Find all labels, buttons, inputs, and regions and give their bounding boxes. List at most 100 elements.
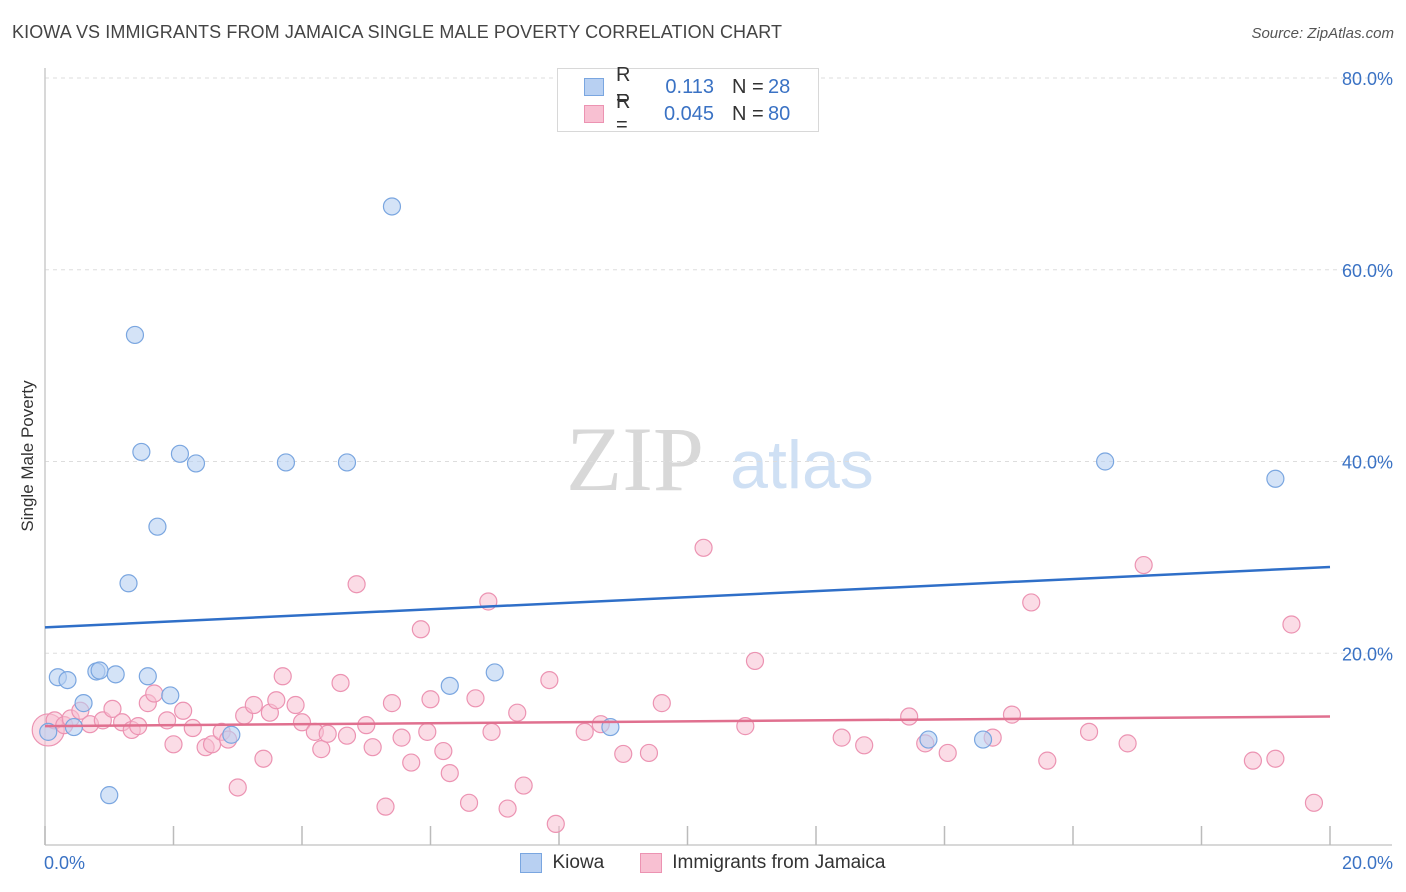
jamaica-point (440, 763, 459, 783)
jamaica-point (694, 538, 713, 557)
jamaica-point (540, 670, 559, 690)
jamaica-point (103, 699, 122, 718)
jamaica-point (376, 797, 395, 816)
kiowa-point (74, 694, 93, 713)
jamaica-point (402, 753, 421, 772)
kiowa-point (1096, 452, 1115, 471)
jamaica-point (363, 738, 382, 757)
jamaica-legend-label: Immigrants from Jamaica (672, 852, 886, 873)
jamaica-point (546, 814, 565, 834)
jamaica-point (331, 673, 350, 693)
jamaica-point (145, 684, 164, 703)
chart-title: KIOWA VS IMMIGRANTS FROM JAMAICA SINGLE … (12, 22, 783, 42)
jamaica-point (418, 722, 437, 741)
y-tick-label: 60.0% (1342, 261, 1393, 281)
jamaica-point (421, 690, 440, 709)
jamaica-point (639, 743, 659, 763)
kiowa-point (973, 730, 993, 749)
y-tick-label: 20.0% (1342, 644, 1393, 664)
kiowa-point (337, 453, 357, 472)
legend-row-jamaica: R = 0.045 N = 80 (584, 91, 790, 136)
jamaica-point (1038, 751, 1057, 770)
kiowa-point (39, 722, 58, 741)
jamaica-point (498, 799, 517, 818)
kiowa-point (90, 661, 109, 680)
jamaica-swatch (584, 105, 604, 123)
jamaica-point (382, 694, 402, 713)
jamaica-point (938, 743, 957, 763)
points-kiowa (39, 197, 1285, 805)
jamaica-point (228, 778, 247, 797)
jamaica-point (1002, 705, 1022, 724)
jamaica-point (832, 728, 851, 747)
jamaica-point (292, 713, 312, 732)
y-tick-label: 40.0% (1342, 453, 1393, 473)
jamaica-r-label: R = (616, 91, 631, 136)
tick-label-layer: 20.0% 40.0% 60.0% 80.0% 0.0% 20.0% (44, 69, 1393, 873)
jamaica-point (254, 749, 273, 768)
jamaica-point (459, 793, 479, 812)
legend-series: Kiowa Immigrants from Jamaica (0, 852, 1406, 874)
jamaica-point (337, 726, 357, 745)
kiowa-point (186, 454, 206, 473)
jamaica-point (347, 575, 366, 594)
kiowa-point (485, 663, 504, 682)
watermark-zip: ZIP (566, 408, 704, 510)
jamaica-legend-swatch (640, 853, 663, 873)
kiowa-point (1266, 469, 1285, 488)
kiowa-point (106, 665, 125, 684)
x-tick-label: 0.0% (44, 853, 85, 873)
jamaica-point (1266, 749, 1285, 768)
kiowa-point (138, 667, 157, 686)
kiowa-swatch (584, 78, 604, 96)
jamaica-point (318, 724, 337, 743)
jamaica-r-value: 0.045 (663, 102, 714, 125)
jamaica-point (1304, 793, 1324, 812)
y-axis-label: Single Male Poverty (18, 380, 37, 532)
jamaica-point (508, 703, 527, 722)
kiowa-point (58, 670, 77, 690)
jamaica-point (652, 694, 671, 713)
kiowa-point (132, 442, 151, 462)
jamaica-point (1282, 615, 1301, 634)
jamaica-point (466, 689, 485, 708)
jamaica-point (482, 722, 501, 741)
jamaica-point (514, 776, 533, 795)
legend-row-kiowa: R = 0.113 N = 28 (584, 64, 791, 109)
jamaica-point (267, 691, 286, 710)
jamaica-point (312, 740, 331, 759)
jamaica-point (1134, 555, 1153, 575)
jamaica-point (1022, 593, 1041, 612)
kiowa-n-value: 28 (768, 75, 791, 98)
jamaica-point (357, 716, 376, 735)
legend-item-jamaica[interactable]: Immigrants from Jamaica (640, 852, 886, 874)
kiowa-legend-label: Kiowa (552, 852, 605, 873)
points-jamaica (31, 538, 1324, 834)
x-tick-label: 20.0% (1342, 853, 1393, 873)
jamaica-point (164, 735, 183, 754)
kiowa-point (440, 676, 459, 695)
jamaica-point (183, 718, 202, 738)
kiowa-point (382, 197, 402, 216)
grid-layer (45, 77, 1392, 654)
jamaica-point (434, 741, 453, 761)
jamaica-point (745, 651, 765, 671)
kiowa-point (222, 725, 241, 744)
kiowa-point (125, 325, 145, 345)
legend-item-kiowa[interactable]: Kiowa (520, 852, 604, 874)
axis-layer (44, 68, 1392, 846)
jamaica-n-label: N = (732, 102, 764, 125)
jamaica-point (575, 722, 594, 741)
legend-stats: R = 0.113 N = 28 R = 0.045 N = 80 (557, 64, 819, 136)
kiowa-point (100, 786, 119, 805)
jamaica-point (411, 620, 430, 639)
kiowa-point (119, 574, 138, 593)
jamaica-trend-line (44, 715, 1331, 728)
jamaica-point (900, 707, 919, 726)
source-label: Source: ZipAtlas.com (1251, 25, 1394, 42)
kiowa-point (276, 453, 296, 472)
kiowa-r-value: 0.113 (665, 75, 714, 98)
y-tick-label: 80.0% (1342, 69, 1393, 89)
jamaica-point (392, 728, 411, 747)
